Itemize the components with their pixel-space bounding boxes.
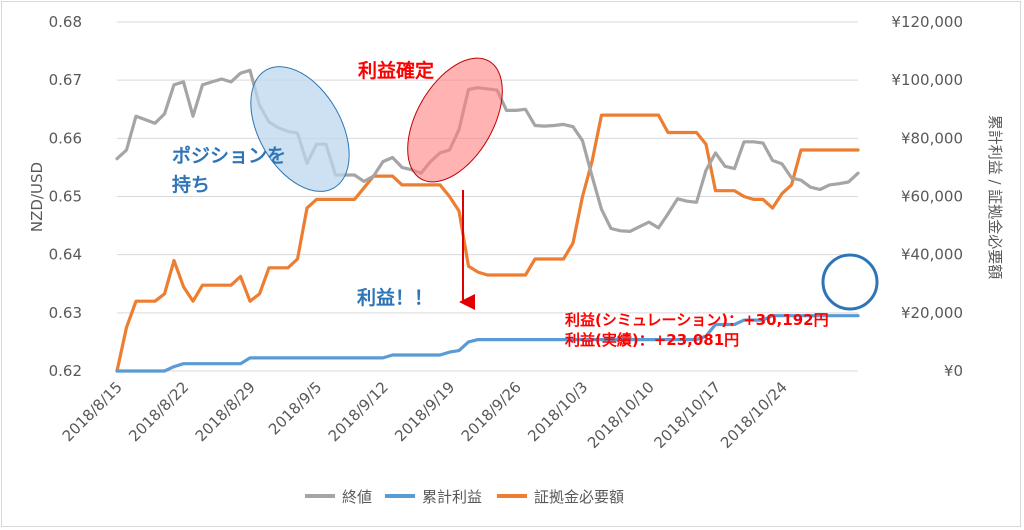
- legend-label-cumulative-profit: 累計利益: [422, 488, 482, 506]
- left-tick-label: 0.68: [49, 13, 82, 31]
- simulation-profit-annotation: 利益(シミュレーション)：+30,192円: [565, 311, 829, 329]
- actual-profit-annotation: 利益(実績)：+23,081円: [565, 331, 739, 349]
- position-highlight-ellipse: [250, 66, 350, 192]
- legend-label-margin: 証拠金必要額: [534, 488, 624, 506]
- left-axis-ticks: 0.62 0.63 0.64 0.65 0.66 0.67 0.68: [49, 13, 82, 380]
- x-tick-label: 2018/8/29: [192, 378, 259, 445]
- x-tick-label: 2018/8/22: [125, 378, 192, 445]
- profit-annotation: 利益！！: [357, 286, 433, 309]
- legend: 終値 累計利益 証拠金必要額: [305, 488, 624, 506]
- x-tick-label: 2018/10/10: [584, 378, 658, 452]
- right-tick-label: ¥60,000: [901, 188, 963, 206]
- right-tick-label: ¥40,000: [901, 246, 963, 264]
- left-tick-label: 0.66: [49, 129, 82, 147]
- x-tick-label: 2018/10/17: [650, 378, 724, 452]
- position-annotation-line1: ポジションを: [172, 144, 286, 167]
- x-tick-label: 2018/9/5: [265, 378, 325, 438]
- take-profit-annotation: 利益確定: [358, 59, 434, 82]
- x-tick-label: 2018/9/19: [391, 378, 458, 445]
- legend-label-close: 終値: [342, 488, 372, 506]
- right-tick-label: ¥100,000: [891, 71, 963, 89]
- right-tick-label: ¥20,000: [901, 304, 963, 322]
- x-tick-label: 2018/10/3: [524, 378, 591, 445]
- take-profit-highlight-ellipse: [407, 57, 503, 183]
- right-tick-label: ¥80,000: [901, 129, 963, 147]
- x-tick-label: 2018/8/15: [59, 378, 126, 445]
- gridlines: [117, 21, 858, 372]
- left-tick-label: 0.63: [49, 304, 82, 322]
- left-tick-label: 0.62: [49, 362, 82, 380]
- final-profit-circle: [821, 253, 879, 311]
- right-tick-label: ¥120,000: [891, 13, 963, 31]
- x-tick-label: 2018/10/24: [717, 378, 791, 452]
- x-axis-ticks: 2018/8/15 2018/8/22 2018/8/29 2018/9/5 2018/…: [59, 378, 791, 452]
- right-axis-title: 累計利益 / 証拠金必要額: [986, 115, 1004, 280]
- left-tick-label: 0.65: [49, 188, 82, 206]
- left-tick-label: 0.67: [49, 71, 82, 89]
- right-tick-label: ¥0: [944, 362, 963, 380]
- left-tick-label: 0.64: [49, 246, 82, 264]
- left-axis-title: NZD/USD: [28, 162, 46, 232]
- cumulative-profit-series-line: [115, 314, 860, 373]
- position-annotation-line2: 持ち: [172, 173, 210, 196]
- x-tick-label: 2018/9/12: [325, 378, 392, 445]
- right-axis-ticks: ¥0 ¥20,000 ¥40,000 ¥60,000 ¥80,000 ¥100,000 ¥1…: [891, 13, 963, 380]
- margin-series-line: [115, 113, 860, 373]
- x-tick-label: 2018/9/26: [458, 378, 525, 445]
